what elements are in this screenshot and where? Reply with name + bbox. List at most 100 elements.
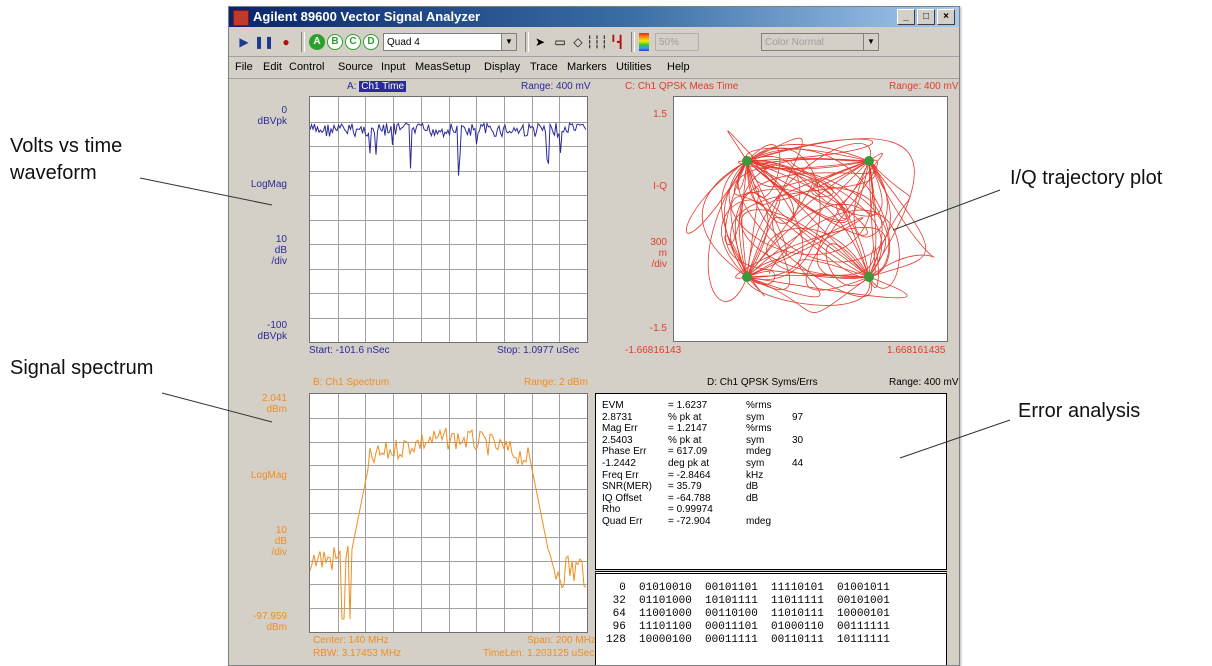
panel-a-stop: Stop: 1.0977 uSec	[497, 345, 580, 356]
callout-volts-line1: Volts vs time	[10, 135, 123, 157]
marker-diamond-icon[interactable]: ◇	[573, 35, 583, 49]
iq-symbol-point	[742, 156, 752, 166]
iq-trajectory-path	[746, 138, 915, 278]
error-cell: = -72.904	[668, 516, 711, 527]
layout-select[interactable]: Quad 4 ▼	[383, 33, 517, 51]
panel-a-range[interactable]: Range: 400 mV	[521, 81, 591, 92]
menu-file[interactable]: File	[235, 61, 253, 73]
symbol-table[interactable]: 0 01010010 00101101 11110101 01001011 32…	[595, 571, 947, 665]
callout-signal-spectrum: Signal spectrum	[10, 357, 154, 379]
pause-icon[interactable]: ❚❚	[253, 35, 275, 49]
panel-d-title[interactable]: D: Ch1 QPSK Syms/Errs	[707, 377, 818, 388]
trace-c-button[interactable]: C	[345, 34, 361, 50]
error-cell: %rms	[746, 423, 772, 435]
error-cell: IQ Offset	[602, 492, 642, 504]
play-icon[interactable]: ▶	[239, 35, 249, 49]
error-cell: SNR(MER)	[602, 481, 652, 493]
record-icon[interactable]: ●	[282, 35, 290, 49]
error-cell: %rms	[746, 400, 772, 411]
panel-b-scale-unit: dB	[274, 536, 287, 547]
menu-markers[interactable]: Markers	[567, 61, 607, 73]
error-cell: = 617.09	[668, 446, 708, 458]
panel-b-y-top-unit: dBm	[266, 404, 287, 415]
minimize-button[interactable]: _	[897, 9, 915, 25]
panel-b-span: Span: 200 MHz	[527, 635, 596, 646]
menu-source[interactable]: Source	[338, 61, 373, 73]
iq-trajectory-path	[746, 138, 873, 162]
iq-trajectory-path	[746, 217, 864, 278]
panel-b-range[interactable]: Range: 2 dBm	[524, 377, 588, 388]
trace-d-button[interactable]: D	[363, 34, 379, 50]
trace-b-button[interactable]: B	[327, 34, 343, 50]
menu-edit[interactable]: Edit	[263, 61, 282, 73]
menu-trace[interactable]: Trace	[530, 61, 558, 73]
chevron-down-icon[interactable]: ▼	[863, 34, 878, 50]
iq-trajectory-path	[746, 259, 870, 298]
menu-display[interactable]: Display	[484, 61, 521, 73]
panel-a-y-top-unit: dBVpk	[257, 116, 287, 127]
panel-c-plot[interactable]	[673, 96, 948, 342]
panel-a-title-trace[interactable]: Ch1 Time	[359, 81, 407, 92]
panel-d-range[interactable]: Range: 400 mV	[889, 377, 959, 388]
panel-b-format[interactable]: LogMag	[250, 470, 287, 481]
time-waveform-trace	[309, 121, 587, 176]
menu-control[interactable]: Control	[289, 61, 325, 73]
panel-c-y-bottom: -1.5	[649, 323, 667, 334]
panel-b-timelen: TimeLen: 1.203125 uSec	[483, 648, 595, 659]
panel-b-plot[interactable]	[309, 393, 588, 633]
zoom-box-icon[interactable]: ▭	[554, 35, 566, 49]
peak-marker-icon[interactable]: ╹┫	[609, 35, 625, 49]
error-cell: dB	[746, 481, 759, 493]
iq-trajectory-path	[746, 160, 813, 278]
panel-b-title[interactable]: B: Ch1 Spectrum	[313, 377, 390, 388]
pointer-icon[interactable]: ➤	[534, 35, 546, 49]
chevron-down-icon[interactable]: ▼	[501, 34, 516, 50]
menu-help[interactable]: Help	[667, 61, 690, 73]
symbol-row: 128 10000100 00011111 00110111 10111111	[606, 634, 890, 646]
panel-a-plot[interactable]	[309, 96, 588, 343]
title-bar[interactable]: Agilent 89600 Vector Signal Analyzer _ □…	[229, 7, 959, 27]
iq-trajectory-path	[746, 160, 890, 278]
band-markers-icon[interactable]: ┆┆┆	[586, 35, 608, 49]
iq-symbol-point	[864, 272, 874, 282]
iq-trajectory-path	[733, 160, 870, 278]
time-waveform-chart	[309, 97, 587, 342]
iq-trajectory-path	[805, 159, 878, 291]
color-mode-value: Color Normal	[765, 37, 824, 48]
iq-trajectory-path	[746, 276, 908, 299]
panel-b-y-bottom-unit: dBm	[266, 622, 287, 633]
close-button[interactable]: ×	[937, 9, 955, 25]
trace-a-button[interactable]: A	[309, 34, 325, 50]
iq-trajectory-path	[730, 196, 870, 278]
panel-a-format[interactable]: LogMag	[250, 179, 287, 190]
iq-trajectory-path	[701, 160, 748, 278]
panel-c-format[interactable]: I-Q	[653, 181, 667, 192]
iq-trajectory-path	[746, 276, 870, 313]
color-mode-select[interactable]: Color Normal ▼	[761, 33, 879, 51]
iq-trajectory-path	[724, 160, 870, 278]
toolbar-separator	[301, 32, 305, 52]
error-summary-table[interactable]: EVM = 1.6237 %rms 2.8731 % pk at sym 97 Mag Err…	[595, 393, 947, 570]
panel-b-y-top-value: 2.041	[261, 393, 287, 404]
symbol-row: 0 01010010 00101101 11110101 01001011	[606, 582, 890, 594]
error-cell: Freq Err	[602, 469, 639, 481]
error-cell: sym	[746, 458, 765, 469]
panel-c-range[interactable]: Range: 400 mV	[889, 81, 959, 92]
error-cell: sym	[746, 434, 765, 446]
panel-c-y-top: 1.5	[653, 109, 667, 120]
panel-c-title[interactable]: C: Ch1 QPSK Meas Time	[625, 81, 739, 92]
persistence-field: 50%	[655, 33, 699, 51]
color-palette-icon[interactable]	[639, 33, 649, 51]
maximize-button[interactable]: □	[917, 9, 935, 25]
panel-a-start: Start: -101.6 nSec	[309, 345, 390, 356]
menu-input[interactable]: Input	[381, 61, 406, 73]
menu-utilities[interactable]: Utilities	[616, 61, 652, 73]
panel-a-y-top-value: 0	[281, 105, 287, 116]
iq-symbol-point	[864, 156, 874, 166]
error-cell: EVM	[602, 400, 624, 411]
iq-trajectory-path	[721, 199, 769, 278]
menu-meassetup[interactable]: MeasSetup	[415, 61, 471, 73]
app-icon	[233, 10, 249, 26]
iq-trajectory-path	[738, 158, 870, 278]
window-title: Agilent 89600 Vector Signal Analyzer	[253, 9, 481, 24]
